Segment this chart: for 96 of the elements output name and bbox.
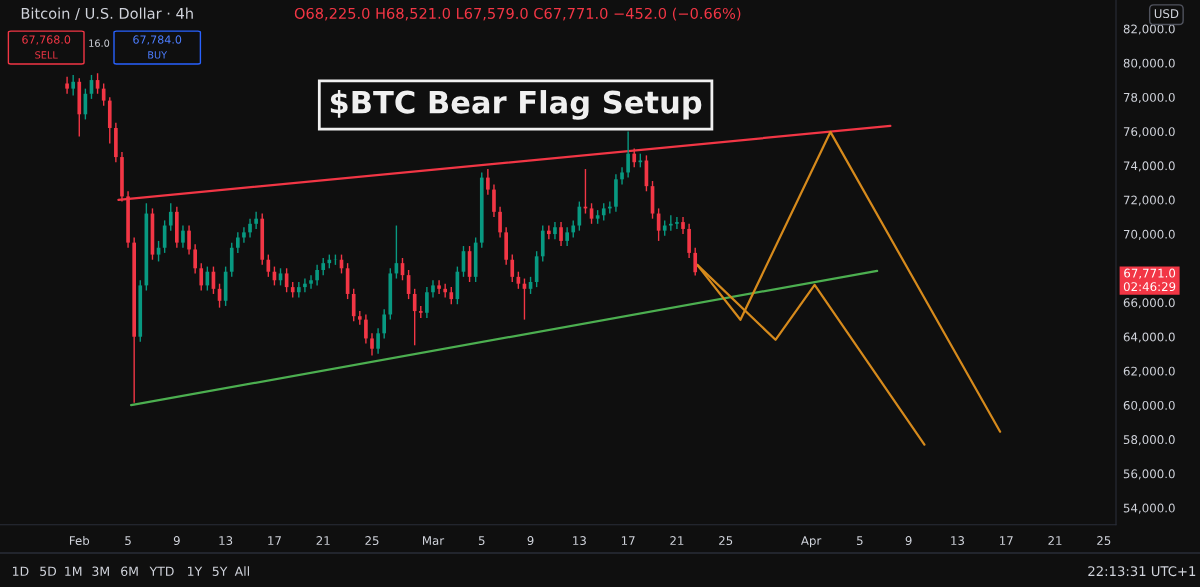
annotation: 67,784.0	[133, 35, 182, 45]
candlestick	[168, 202, 173, 232]
text: 22:13:31 UTC+1	[1088, 566, 1196, 577]
x-tick-label: 17	[1000, 536, 1013, 545]
x-tick-label: 9	[173, 536, 180, 546]
x-tick-label: 25	[365, 536, 379, 546]
x-tick-label: Apr	[800, 536, 822, 548]
candlestick	[559, 221, 563, 247]
candlestick	[266, 253, 271, 278]
x-tick-label: 5	[125, 536, 131, 546]
candlestick	[675, 216, 679, 230]
candlestick	[181, 224, 185, 249]
candlestick	[101, 82, 106, 107]
candlestick	[376, 327, 380, 355]
y-tick-label: 82,000.0	[1123, 24, 1175, 35]
annotation: SELL	[35, 51, 58, 59]
y-tick-label: 66,000.0	[1123, 298, 1175, 309]
x-tick-label: 21	[1048, 536, 1062, 545]
text: USD	[1154, 9, 1179, 19]
text: 1Y	[187, 566, 203, 576]
text: All	[234, 566, 249, 576]
x-tick-label: 5	[478, 536, 485, 546]
candlestick	[71, 74, 76, 97]
candlestick	[668, 214, 673, 232]
candlestick	[437, 279, 441, 295]
candlestick	[248, 217, 252, 239]
y-tick-label: 70,000.0	[1123, 229, 1175, 240]
text: 6M	[121, 566, 138, 576]
x-tick-label: 17	[621, 536, 635, 545]
candlestick	[296, 281, 301, 299]
annotation: 16.0	[89, 39, 110, 47]
candlestick	[425, 286, 429, 319]
x-tick-label: 17	[268, 536, 281, 545]
y-tick-label: 74,000.0	[1123, 161, 1175, 172]
y-tick-label: 56,000.0	[1123, 469, 1175, 480]
text: 1D	[12, 566, 29, 576]
chart-subtitle: Bitcoin / U.S. Dollar · 4h	[21, 7, 193, 21]
annotation: O68,225.0 H68,521.0 L67,579.0 C67,771.0 −452.0 (−0.66%)	[294, 7, 741, 21]
candlestick	[626, 130, 630, 179]
candlestick	[412, 288, 417, 346]
annotation: BUY	[148, 51, 168, 59]
candlestick	[364, 313, 368, 345]
text: 3M	[92, 566, 109, 576]
candlestick	[309, 274, 313, 290]
text: $BTC Bear Flag Setup	[330, 90, 702, 120]
y-tick-label: 54,000.0	[1123, 503, 1175, 514]
y-tick-label: 60,000.0	[1123, 400, 1175, 412]
candlestick	[193, 243, 197, 275]
x-tick-label: 5	[857, 536, 863, 546]
candlestick	[565, 226, 569, 247]
x-tick-label: 25	[1097, 536, 1111, 546]
candlestick	[382, 308, 387, 340]
candlestick	[693, 247, 698, 277]
y-tick-label: 58,000.0	[1123, 435, 1175, 446]
candlestick	[229, 241, 234, 278]
candlestick	[486, 168, 490, 196]
x-tick-label: 21	[670, 536, 684, 545]
candlestick	[242, 226, 246, 244]
y-tick-label: 78,000.0	[1123, 92, 1175, 104]
y-tick-label: 62,000.0	[1123, 366, 1175, 377]
x-tick-label: 25	[719, 536, 733, 546]
x-tick-label: Feb	[69, 535, 90, 546]
candlestick	[632, 147, 637, 169]
y-tick-label: 80,000.0	[1123, 58, 1175, 69]
candlestick	[65, 75, 69, 95]
x-tick-label: 9	[905, 536, 912, 546]
text: YTD	[149, 566, 174, 576]
candlestick	[236, 231, 240, 254]
text: 1M	[65, 566, 82, 576]
candlestick	[370, 332, 374, 357]
x-tick-label: 13	[951, 536, 965, 546]
x-tick-label: Mar	[423, 536, 445, 546]
annotation: 67,768.0	[22, 35, 71, 45]
candlestick	[510, 253, 515, 283]
candlestick	[187, 224, 191, 256]
candlestick	[254, 211, 258, 230]
candlestick	[547, 224, 551, 240]
text: 02:46:29	[1123, 282, 1176, 292]
y-tick-label: 76,000.0	[1123, 127, 1175, 138]
y-tick-label: 64,000.0	[1123, 332, 1175, 343]
candlestick	[199, 262, 204, 292]
candlestick	[498, 205, 502, 239]
candlestick	[443, 282, 448, 299]
candlestick	[315, 264, 319, 287]
text: 67,771.0	[1124, 268, 1176, 279]
text: 5Y	[212, 566, 228, 576]
candlestick	[351, 288, 356, 323]
candlestick	[303, 277, 307, 293]
candlestick	[492, 183, 496, 218]
x-tick-label: 13	[219, 536, 233, 546]
x-tick-label: 9	[527, 536, 534, 546]
y-tick-label: 72,000.0	[1123, 195, 1175, 206]
text: 5D	[40, 566, 57, 576]
candlestick	[687, 223, 691, 259]
x-tick-label: 13	[573, 536, 586, 546]
x-tick-label: 21	[316, 536, 330, 545]
